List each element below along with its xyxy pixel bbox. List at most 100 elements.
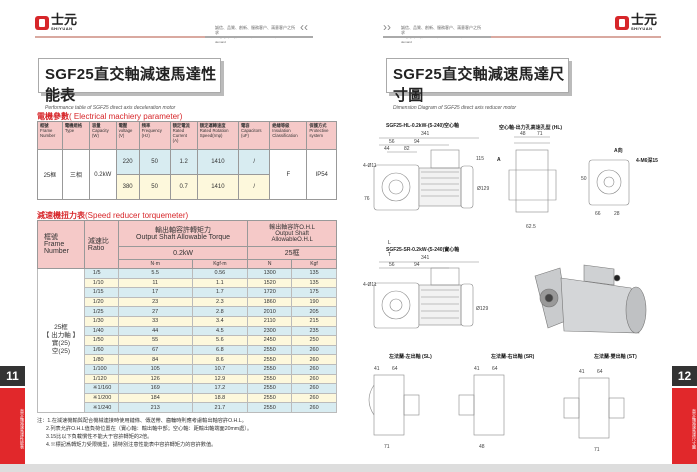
ohl-n-cell: 1520 <box>247 277 293 289</box>
note-1: 注：1.在減速機輸與配合機械連接時使用鏈條、傳送帶、齒輪時則應考慮輸出軸容許O.… <box>37 418 247 424</box>
svg-text:341: 341 <box>421 255 430 261</box>
ratio-cell: 1/30 <box>83 315 119 327</box>
unit-kgf: Kgf <box>291 259 337 269</box>
ohl-kgf-cell: 235 <box>291 325 337 337</box>
capacitor-cell: / <box>238 149 271 175</box>
electrical-section-label: 電機參數( Electrical machiery parameter) <box>37 112 183 121</box>
slogan-cn: 誠信、品質、創新、服務客户、滿意客户之所求 <box>215 25 295 35</box>
a-mark: A <box>497 157 501 163</box>
ratio-cell: 1/60 <box>83 344 119 356</box>
table-row: 1/10 11 1.1 1520 135 <box>37 277 337 289</box>
slogan-cn: 誠信、品質、創新、服務客户、滿意客户之所求 <box>401 25 481 35</box>
ohl-n-cell: 2550 <box>247 392 293 404</box>
svg-text:56: 56 <box>389 139 395 145</box>
svg-text:71: 71 <box>594 447 600 453</box>
svg-text:44: 44 <box>384 146 390 152</box>
ohl-kgf-cell: 135 <box>291 268 337 279</box>
unit-n: N <box>247 259 293 269</box>
torque-kgfm-cell: 2.8 <box>191 306 249 317</box>
ohl-kgf-cell: 260 <box>291 344 337 356</box>
torque-kgfm-cell: 5.6 <box>191 335 249 346</box>
electrical-header: 電壓 voltage (V) <box>115 121 140 150</box>
sr-view-drawing: 41 64 48 <box>458 366 505 450</box>
right-page: ›› 誠信、品質、創新、服務客户、滿意客户之所求Integrity, quali… <box>349 0 697 466</box>
ohl-kgf-cell: 205 <box>291 306 337 317</box>
ohl-n-cell: 1720 <box>247 287 293 298</box>
page-number: 11 <box>0 366 25 386</box>
svg-text:341: 341 <box>421 131 430 137</box>
torque-kgfm-cell: 18.8 <box>191 392 249 404</box>
frame-cell: 25框 <box>37 149 63 200</box>
electrical-header: 框號 Frame Number <box>37 121 63 150</box>
torque-nm-cell: 5.5 <box>117 268 193 279</box>
torque-nm-cell: 44 <box>117 325 193 337</box>
svg-text:41: 41 <box>474 366 480 372</box>
header-rule <box>35 36 205 38</box>
ratio-cell: 1/120 <box>83 373 119 385</box>
header-rule-gray <box>205 36 313 38</box>
power-header: 0.2kW <box>117 246 249 260</box>
brand-name-en: SHIYUAN <box>631 26 653 31</box>
brand-logo: 士元 SHIYUAN <box>35 13 77 31</box>
ohl-kgf-cell: 260 <box>291 363 337 375</box>
sl-drawing: 41 64 71 <box>368 366 420 450</box>
gear-logo-icon <box>35 15 49 30</box>
header-rule-gray <box>383 36 491 38</box>
ratio-cell: 1/20 <box>83 296 119 308</box>
ratio-cell: 1/5 <box>83 268 119 279</box>
ohl-n-cell: 2550 <box>247 363 293 375</box>
svg-text:71: 71 <box>384 444 390 450</box>
torque-kgfm-cell: 0.56 <box>191 268 249 279</box>
notes: 注：1.在減速機輸與配合機械連接時使用鏈條、傳送帶、齒輪時則應考慮輸出軸容許O.… <box>37 417 252 449</box>
note-4: 4.※標記爲轉矩力受限機型，請特別注意性能表中容許轉矩力的容許數值。 <box>46 442 217 448</box>
ratio-cell: 1/100 <box>83 363 119 375</box>
st-drawing: 41 64 71 <box>563 369 625 453</box>
torque-kgfm-cell: 2.3 <box>191 296 249 308</box>
svg-text:4-Ø11: 4-Ø11 <box>363 282 377 288</box>
table-row: ※1/240 213 21.7 2550 260 <box>37 402 337 413</box>
torque-kgfm-cell: 17.2 <box>191 383 249 394</box>
torque-nm-cell: 67 <box>117 344 193 356</box>
torque-nm-cell: 27 <box>117 306 193 317</box>
torque-nm-cell: 169 <box>117 383 193 394</box>
current-cell: 1.2 <box>169 149 198 175</box>
note-2: 2.列表允許O.H.L值負荷位置在（實心軸：輸出軸中部；空心軸：距輸出軸端面20… <box>46 426 253 432</box>
frame-sub-header: 25框 <box>247 246 337 260</box>
electrical-table: 框號 Frame Number 電機規格 Type 容量 Capacity (W) 電壓 volt… <box>37 121 337 200</box>
ohl-n-cell: 2110 <box>247 315 293 327</box>
table-row: 25框【 出力軸 】實(25) 空(25) 1/5 5.5 0.56 1300 135 <box>37 268 337 413</box>
ohl-kgf-cell: 260 <box>291 392 337 404</box>
svg-text:94: 94 <box>414 262 420 268</box>
ratio-cell: 1/10 <box>83 277 119 289</box>
ohl-n-cell: 2550 <box>247 373 293 385</box>
frequency-cell: 50 <box>138 174 171 200</box>
torque-kgfm-cell: 1.7 <box>191 287 249 298</box>
title-box: SGF25直交軸減速馬達性能表 Performance table of SGF… <box>38 58 221 111</box>
st-label: 左法蘭-雙出軸 (ST) <box>594 354 637 360</box>
table-row: 1/80 84 8.6 2550 260 <box>37 354 337 365</box>
gear-logo-icon <box>615 15 629 30</box>
sr-T-label: T <box>388 252 392 258</box>
ohl-n-cell: 2550 <box>247 402 293 413</box>
svg-text:115: 115 <box>476 156 484 162</box>
slogan: 誠信、品質、創新、服務客户、滿意客户之所求Integrity, quality,… <box>215 25 295 45</box>
chevron-right-icon: ›› <box>383 20 391 34</box>
ohl-kgf-cell: 135 <box>291 277 337 289</box>
svg-text:Ø129: Ø129 <box>477 186 489 192</box>
svg-text:50: 50 <box>581 176 587 182</box>
dimension-drawings: 341 56 94 44 82 4-Ø11 115 Ø129 76 48 71 62.5 66 28 5… <box>363 131 647 453</box>
electrical-header: 額定電流 Rated Current (A) <box>169 121 198 150</box>
electrical-header: 電機規格 Type <box>61 121 91 150</box>
ohl-n-cell: 2450 <box>247 335 293 346</box>
frequency-cell: 50 <box>138 149 171 175</box>
torque-nm-cell: 55 <box>117 335 193 346</box>
side-tab: 直交軸減速馬達尺寸圖 <box>672 388 697 465</box>
footer-bar <box>0 464 697 472</box>
protection-cell: IP54 <box>306 149 337 200</box>
note-3: 3.15比以下負載慣性不能大于容許轉矩的2倍。 <box>46 434 153 440</box>
motor-product-photo <box>534 264 647 334</box>
srv-label: 左法蘭-右出軸 (SR) <box>491 354 535 360</box>
ohl-n-cell: 2550 <box>247 354 293 365</box>
sr-L-label: L <box>388 240 391 246</box>
ratio-cell: 1/15 <box>83 287 119 298</box>
